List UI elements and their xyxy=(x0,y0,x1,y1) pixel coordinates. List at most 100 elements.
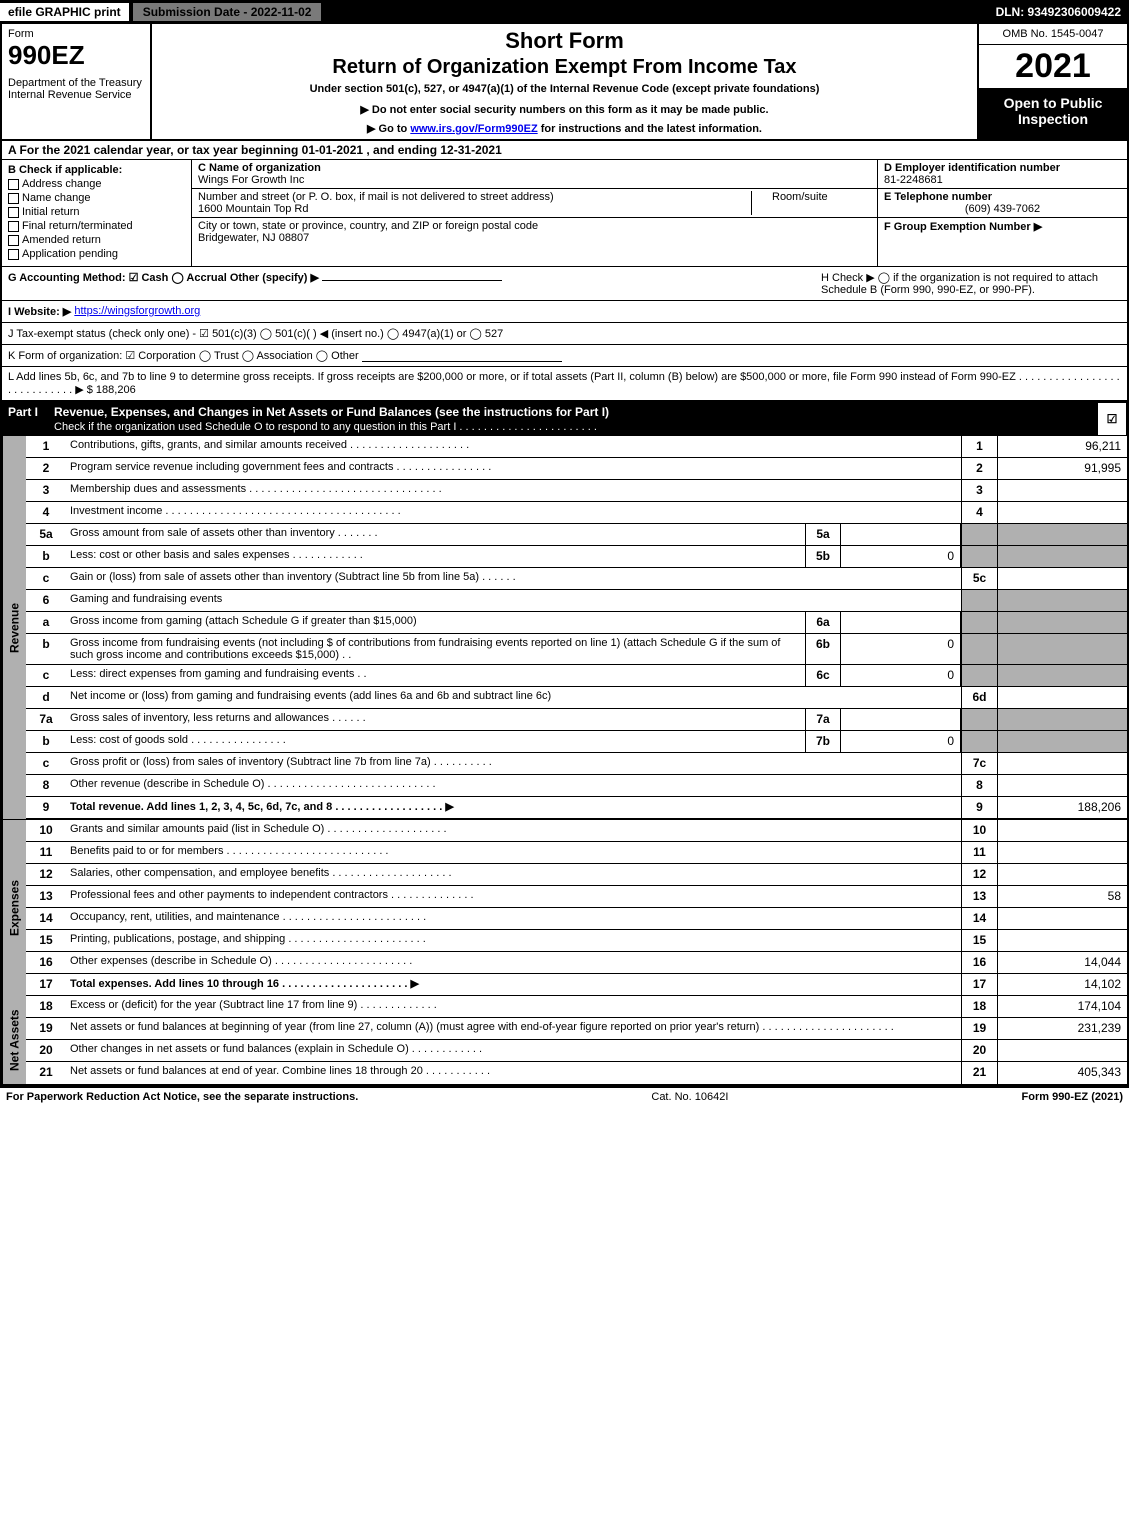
d-ein: D Employer identification number 81-2248… xyxy=(878,160,1127,189)
page-footer: For Paperwork Reduction Act Notice, see … xyxy=(0,1086,1129,1106)
netassets-sidelabel: Net Assets xyxy=(2,996,26,1084)
line-18: 18Excess or (deficit) for the year (Subt… xyxy=(26,996,1127,1018)
row-i: I Website: ▶ https://wingsforgrowth.org xyxy=(2,301,1127,323)
d-value: 81-2248681 xyxy=(884,174,1121,186)
c-city-label: City or town, state or province, country… xyxy=(198,220,538,232)
row-k: K Form of organization: ☑ Corporation ◯ … xyxy=(2,345,1127,367)
f-label: F Group Exemption Number ▶ xyxy=(884,220,1121,233)
line-7a: 7aGross sales of inventory, less returns… xyxy=(26,709,1127,731)
short-form-label: Short Form xyxy=(160,28,969,54)
line-19: 19Net assets or fund balances at beginni… xyxy=(26,1018,1127,1040)
chk-name-change[interactable]: Name change xyxy=(8,192,185,204)
f-group: F Group Exemption Number ▶ xyxy=(878,218,1127,266)
col-def: D Employer identification number 81-2248… xyxy=(877,160,1127,266)
line-2: 2Program service revenue including gover… xyxy=(26,458,1127,480)
revenue-group: Revenue 1Contributions, gifts, grants, a… xyxy=(0,436,1129,819)
form-word: Form xyxy=(8,28,144,40)
line-3: 3Membership dues and assessments . . . .… xyxy=(26,480,1127,502)
line-12: 12Salaries, other compensation, and empl… xyxy=(26,864,1127,886)
line-6c: cLess: direct expenses from gaming and f… xyxy=(26,665,1127,687)
line-5b: bLess: cost or other basis and sales exp… xyxy=(26,546,1127,568)
chk-address-change[interactable]: Address change xyxy=(8,178,185,190)
footer-right: Form 990-EZ (2021) xyxy=(1022,1091,1123,1103)
c-city-value: Bridgewater, NJ 08807 xyxy=(198,232,309,244)
line-7b: bLess: cost of goods sold . . . . . . . … xyxy=(26,731,1127,753)
header-left: Form 990EZ Department of the Treasury In… xyxy=(2,24,152,139)
header-mid: Short Form Return of Organization Exempt… xyxy=(152,24,977,139)
revenue-sidelabel: Revenue xyxy=(2,436,26,819)
chk-amended-return[interactable]: Amended return xyxy=(8,234,185,246)
chk-final-return[interactable]: Final return/terminated xyxy=(8,220,185,232)
line-1: 1Contributions, gifts, grants, and simil… xyxy=(26,436,1127,458)
dln-label: DLN: 93492306009422 xyxy=(988,3,1129,21)
chk-application-pending[interactable]: Application pending xyxy=(8,248,185,260)
line-10: 10Grants and similar amounts paid (list … xyxy=(26,820,1127,842)
header-sub2: ▶ Do not enter social security numbers o… xyxy=(160,103,969,116)
header-right: OMB No. 1545-0047 2021 Open to Public In… xyxy=(977,24,1127,139)
omb-number: OMB No. 1545-0047 xyxy=(979,24,1127,45)
d-label: D Employer identification number xyxy=(884,162,1121,174)
row-j: J Tax-exempt status (check only one) - ☑… xyxy=(2,323,1127,345)
form-number: 990EZ xyxy=(8,40,144,71)
line-14: 14Occupancy, rent, utilities, and mainte… xyxy=(26,908,1127,930)
netassets-group: Net Assets 18Excess or (deficit) for the… xyxy=(0,996,1129,1086)
line-13: 13Professional fees and other payments t… xyxy=(26,886,1127,908)
room-suite: Room/suite xyxy=(751,191,871,215)
col-b: B Check if applicable: Address change Na… xyxy=(2,160,192,266)
irs-link[interactable]: www.irs.gov/Form990EZ xyxy=(410,123,537,135)
line-9: 9Total revenue. Add lines 1, 2, 3, 4, 5c… xyxy=(26,797,1127,819)
submission-date: Submission Date - 2022-11-02 xyxy=(133,3,322,21)
form-title: Return of Organization Exempt From Incom… xyxy=(160,56,969,79)
line-21: 21Net assets or fund balances at end of … xyxy=(26,1062,1127,1084)
g-text: G Accounting Method: ☑ Cash ◯ Accrual Ot… xyxy=(8,271,502,296)
part1-label: Part I xyxy=(8,405,54,433)
dept-label: Department of the Treasury Internal Reve… xyxy=(8,77,144,101)
chk-initial-return[interactable]: Initial return xyxy=(8,206,185,218)
expenses-sidelabel: Expenses xyxy=(2,820,26,996)
c-addr-label: Number and street (or P. O. box, if mail… xyxy=(198,191,554,203)
line-6b: bGross income from fundraising events (n… xyxy=(26,634,1127,665)
line-6: 6Gaming and fundraising events xyxy=(26,590,1127,612)
line-7c: cGross profit or (loss) from sales of in… xyxy=(26,753,1127,775)
line-5a: 5aGross amount from sale of assets other… xyxy=(26,524,1127,546)
row-a: A For the 2021 calendar year, or tax yea… xyxy=(0,141,1129,160)
row-l: L Add lines 5b, 6c, and 7b to line 9 to … xyxy=(2,367,1127,402)
c-city-row: City or town, state or province, country… xyxy=(192,218,877,246)
efile-label: efile GRAPHIC print xyxy=(0,3,129,21)
line-20: 20Other changes in net assets or fund ba… xyxy=(26,1040,1127,1062)
row-gh: G Accounting Method: ☑ Cash ◯ Accrual Ot… xyxy=(2,267,1127,301)
h-text: H Check ▶ ◯ if the organization is not r… xyxy=(821,271,1121,296)
part1-checkbox[interactable]: ☑ xyxy=(1097,402,1127,436)
c-name-value: Wings For Growth Inc xyxy=(198,174,304,186)
sub3-post: for instructions and the latest informat… xyxy=(538,123,762,135)
i-pre: I Website: ▶ xyxy=(8,305,71,318)
line-8: 8Other revenue (describe in Schedule O) … xyxy=(26,775,1127,797)
footer-left: For Paperwork Reduction Act Notice, see … xyxy=(6,1091,358,1103)
ghijkl-block: G Accounting Method: ☑ Cash ◯ Accrual Ot… xyxy=(0,267,1129,402)
c-addr-value: 1600 Mountain Top Rd xyxy=(198,203,309,215)
form-990ez-page: efile GRAPHIC print Submission Date - 20… xyxy=(0,0,1129,1106)
sub3-pre: ▶ Go to xyxy=(367,123,410,135)
k-text: K Form of organization: ☑ Corporation ◯ … xyxy=(8,349,359,362)
tax-year: 2021 xyxy=(979,45,1127,89)
header-sub1: Under section 501(c), 527, or 4947(a)(1)… xyxy=(160,83,969,95)
header-sub3: ▶ Go to www.irs.gov/Form990EZ for instru… xyxy=(160,122,969,135)
c-name-label: C Name of organization xyxy=(198,162,321,174)
part1-title: Revenue, Expenses, and Changes in Net As… xyxy=(54,405,1097,433)
website-link[interactable]: https://wingsforgrowth.org xyxy=(74,305,200,318)
line-11: 11Benefits paid to or for members . . . … xyxy=(26,842,1127,864)
b-label: B Check if applicable: xyxy=(8,164,185,176)
e-label: E Telephone number xyxy=(884,191,1121,203)
line-4: 4Investment income . . . . . . . . . . .… xyxy=(26,502,1127,524)
part1-header: Part I Revenue, Expenses, and Changes in… xyxy=(0,402,1129,436)
col-c: C Name of organization Wings For Growth … xyxy=(192,160,877,266)
open-inspection: Open to Public Inspection xyxy=(979,89,1127,139)
c-addr-row: Number and street (or P. O. box, if mail… xyxy=(192,189,877,218)
line-15: 15Printing, publications, postage, and s… xyxy=(26,930,1127,952)
c-name-row: C Name of organization Wings For Growth … xyxy=(192,160,877,189)
e-value: (609) 439-7062 xyxy=(884,203,1121,215)
line-6a: aGross income from gaming (attach Schedu… xyxy=(26,612,1127,634)
expenses-group: Expenses 10Grants and similar amounts pa… xyxy=(0,819,1129,996)
line-6d: dNet income or (loss) from gaming and fu… xyxy=(26,687,1127,709)
e-phone: E Telephone number (609) 439-7062 xyxy=(878,189,1127,218)
